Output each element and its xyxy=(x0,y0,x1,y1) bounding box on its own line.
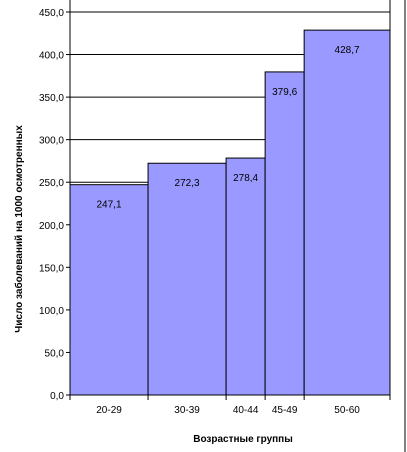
bar xyxy=(225,157,266,396)
y-tick-label: 400,0 xyxy=(39,51,64,62)
bar-value-label: 247,1 xyxy=(97,200,122,211)
bar xyxy=(69,184,149,396)
y-tick-label: 300,0 xyxy=(39,136,64,147)
y-tick-label: 50,0 xyxy=(45,348,65,359)
bar xyxy=(303,29,391,396)
x-tick-label: 40-44 xyxy=(233,405,259,416)
y-tick-label: 150,0 xyxy=(39,263,64,274)
y-tick-label: 450,0 xyxy=(39,8,64,19)
x-tick-label: 30-39 xyxy=(174,405,200,416)
bars xyxy=(69,29,391,396)
bar xyxy=(264,71,305,396)
x-tick-label: 20-29 xyxy=(96,405,122,416)
bar-value-label: 428,7 xyxy=(335,45,360,56)
bar xyxy=(147,162,227,396)
y-tick-label: 350,0 xyxy=(39,93,64,104)
x-tick-label: 50-60 xyxy=(334,405,360,416)
bar-value-label: 278,4 xyxy=(233,173,258,184)
y-tick-label: 100,0 xyxy=(39,306,64,317)
y-tick-label: 250,0 xyxy=(39,178,64,189)
axes xyxy=(66,0,406,452)
y-tick-labels: 0,0 50,0 100,0 150,0 200,0 250,0 300,0 350,0 400… xyxy=(39,8,64,402)
y-tick-label: 0,0 xyxy=(50,391,64,402)
x-tick-labels: 20-29 30-39 40-44 45-49 50-60 xyxy=(96,405,360,416)
data-labels: 247,1 272,3 278,4 379,6 428,7 xyxy=(97,45,361,211)
y-tick-label: 200,0 xyxy=(39,221,64,232)
bar-value-label: 272,3 xyxy=(175,178,200,189)
x-tick-label: 45-49 xyxy=(272,405,298,416)
x-axis-title: Возрастные группы xyxy=(193,434,293,445)
y-axis-title: Число заболеваний на 1000 осмотренных xyxy=(13,125,25,333)
bar-value-label: 379,6 xyxy=(272,87,297,98)
